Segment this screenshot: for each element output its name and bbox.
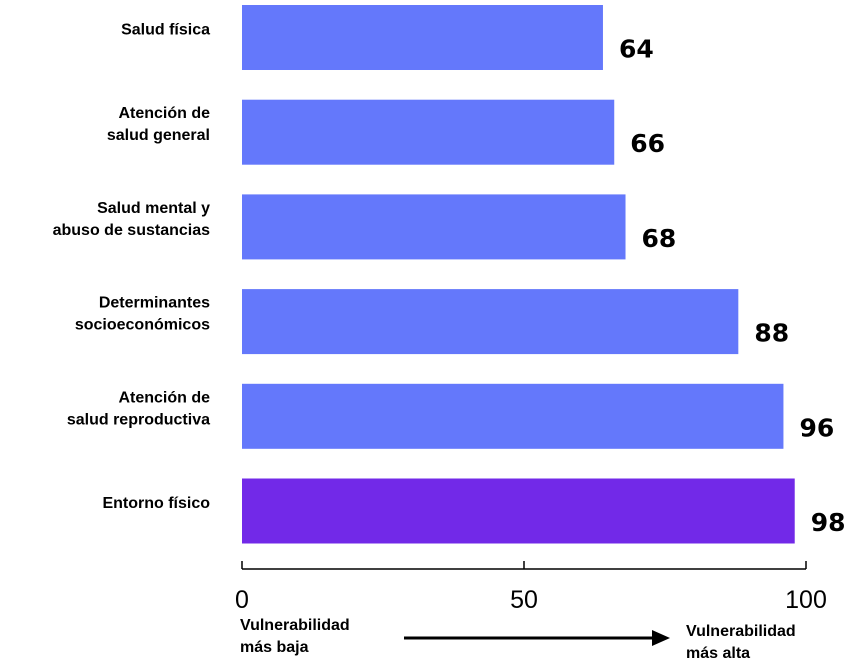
axis-notes: Vulnerabilidad más baja Vulnerabilidad m… [240, 617, 800, 661]
bar-5 [242, 478, 795, 544]
high-vulnerability-note: Vulnerabilidad más alta [686, 623, 800, 661]
x-axis-ticks: 0 50 100 [235, 561, 827, 614]
bar-3 [242, 289, 739, 355]
category-label-2-line-0: Salud mental y [97, 200, 210, 217]
value-label-1: 66 [630, 129, 665, 158]
value-label-3: 88 [754, 319, 789, 348]
high-note-line-1: Vulnerabilidad [686, 623, 796, 640]
bar-0 [242, 5, 603, 70]
value-label-2: 68 [642, 224, 677, 253]
category-label-3-line-1: socioeconómicos [75, 317, 210, 334]
high-note-line-2: más alta [686, 645, 750, 661]
x-tick-label-2: 100 [785, 586, 827, 614]
category-label-4: Atención de salud reproductiva [67, 389, 210, 428]
category-label-2-line-1: abuso de sustancias [53, 222, 210, 239]
category-label-5: Entorno físico [102, 495, 210, 512]
category-label-2: Salud mental y abuso de sustancias [53, 200, 210, 239]
bars-group [242, 5, 795, 544]
low-vulnerability-note: Vulnerabilidad más baja [240, 617, 354, 656]
bar-2 [242, 194, 626, 260]
value-label-5: 98 [811, 508, 846, 537]
category-label-0-line-0: Salud física [121, 22, 210, 39]
category-label-3: Determinantes socioeconómicos [75, 295, 210, 334]
category-label-1-line-1: salud general [107, 127, 210, 144]
category-label-5-line-0: Entorno físico [102, 495, 210, 512]
category-labels: Salud física Atención de salud general Salu… [53, 22, 211, 513]
value-label-0: 64 [619, 35, 654, 64]
category-label-4-line-1: salud reproductiva [67, 411, 210, 428]
category-label-1-line-0: Atención de [118, 105, 210, 122]
low-note-line-1: Vulnerabilidad [240, 617, 350, 634]
direction-arrow-head [652, 630, 670, 646]
value-labels: 64 66 68 88 96 98 [619, 35, 846, 538]
category-label-0: Salud física [121, 22, 210, 39]
x-tick-label-0: 0 [235, 586, 249, 614]
low-note-line-2: más baja [240, 639, 309, 656]
value-label-4: 96 [799, 413, 834, 442]
bar-1 [242, 99, 615, 165]
category-label-4-line-0: Atención de [118, 389, 210, 406]
x-tick-label-1: 50 [510, 586, 538, 614]
category-label-1: Atención de salud general [107, 105, 210, 144]
category-label-3-line-0: Determinantes [99, 295, 210, 312]
bar-4 [242, 383, 784, 449]
